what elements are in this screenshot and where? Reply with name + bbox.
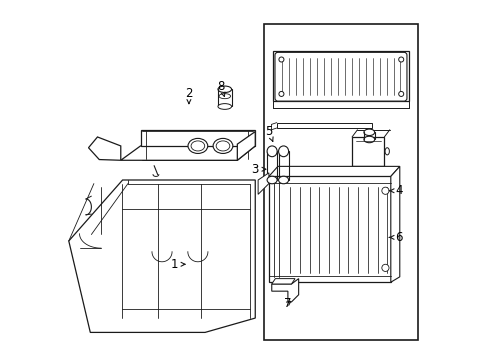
Polygon shape — [237, 132, 255, 160]
Text: 7: 7 — [283, 297, 291, 310]
Bar — [351, 137, 384, 166]
Ellipse shape — [216, 141, 229, 151]
Polygon shape — [88, 137, 121, 160]
Polygon shape — [69, 180, 255, 332]
Circle shape — [381, 264, 388, 271]
Bar — [264, 24, 418, 339]
Text: 1: 1 — [170, 258, 184, 271]
Circle shape — [381, 187, 388, 194]
Text: 8: 8 — [217, 80, 224, 96]
Polygon shape — [268, 176, 390, 282]
Polygon shape — [271, 279, 298, 302]
Polygon shape — [271, 279, 294, 284]
Text: 3: 3 — [251, 163, 265, 176]
Text: 2: 2 — [185, 87, 192, 104]
Ellipse shape — [218, 104, 231, 109]
FancyBboxPatch shape — [274, 52, 406, 101]
Ellipse shape — [266, 176, 277, 184]
Ellipse shape — [191, 141, 204, 151]
Polygon shape — [258, 173, 268, 194]
Circle shape — [278, 91, 284, 96]
Text: 5: 5 — [264, 125, 272, 141]
Polygon shape — [268, 166, 399, 176]
Circle shape — [398, 91, 403, 96]
Circle shape — [398, 57, 403, 62]
Ellipse shape — [218, 86, 231, 93]
Polygon shape — [273, 51, 408, 101]
Ellipse shape — [278, 176, 288, 184]
Polygon shape — [390, 166, 399, 282]
Text: 6: 6 — [388, 231, 402, 244]
Ellipse shape — [363, 136, 374, 143]
Polygon shape — [140, 130, 255, 146]
Ellipse shape — [213, 138, 232, 153]
Text: 4: 4 — [388, 184, 402, 197]
Ellipse shape — [219, 94, 230, 99]
Ellipse shape — [266, 146, 277, 157]
Ellipse shape — [278, 146, 288, 157]
Circle shape — [278, 57, 284, 62]
Ellipse shape — [187, 138, 207, 153]
Ellipse shape — [363, 129, 374, 135]
Polygon shape — [276, 123, 371, 128]
Ellipse shape — [384, 148, 388, 155]
Polygon shape — [121, 146, 255, 160]
